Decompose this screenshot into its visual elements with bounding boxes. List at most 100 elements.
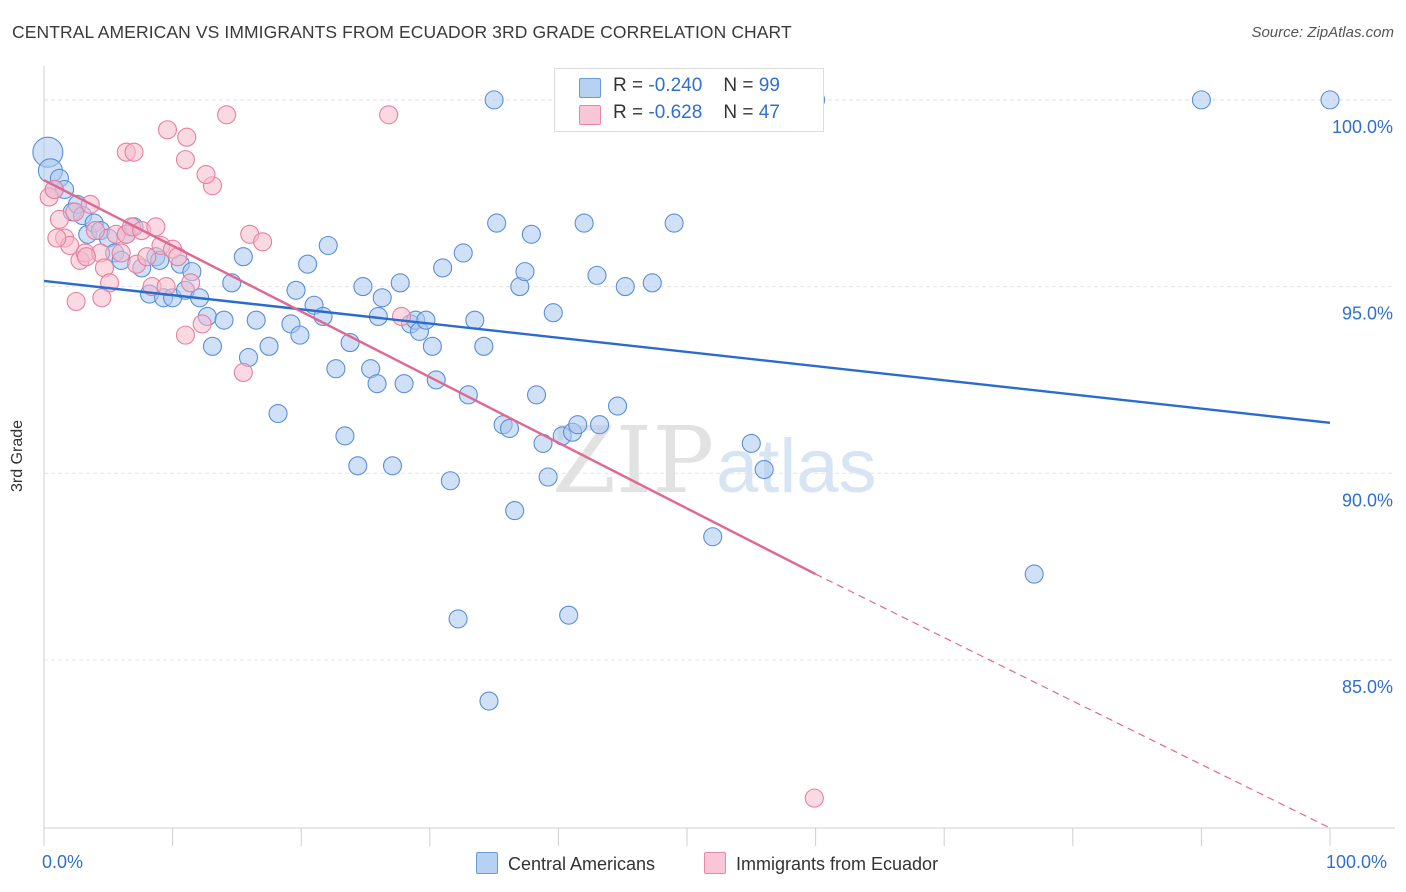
- data-point: [453, 243, 473, 263]
- y-tick-label: 95.0%: [1342, 304, 1393, 324]
- y-tick-label: 85.0%: [1342, 677, 1393, 697]
- data-point: [440, 471, 460, 491]
- data-point: [318, 235, 338, 256]
- data-point: [47, 228, 67, 248]
- data-point: [521, 224, 541, 244]
- data-point: [253, 232, 273, 252]
- data-point: [137, 247, 157, 267]
- data-point: [390, 273, 410, 293]
- data-point: [268, 403, 288, 424]
- y-tick-label: 90.0%: [1342, 490, 1393, 510]
- data-point: [214, 310, 234, 330]
- trend-line-immigrants-ecuador: [43, 179, 817, 576]
- data-point: [1320, 90, 1340, 110]
- legend-r-label: R =: [613, 75, 644, 96]
- data-point: [448, 609, 468, 629]
- data-point: [741, 433, 761, 453]
- data-point: [286, 280, 306, 300]
- data-point: [703, 527, 723, 547]
- legend-r-value: -0.240: [648, 75, 703, 96]
- x-tick-label-max: 100.0%: [1326, 852, 1388, 872]
- data-point: [526, 385, 547, 405]
- data-point: [804, 788, 824, 808]
- data-point: [146, 217, 166, 237]
- legend-n-value: 47: [758, 102, 780, 123]
- data-point: [1024, 564, 1044, 584]
- data-point: [499, 418, 520, 439]
- chart-title: CENTRAL AMERICAN VS IMMIGRANTS FROM ECUA…: [12, 22, 792, 42]
- legend-r-value: -0.628: [648, 102, 703, 123]
- data-point: [568, 415, 588, 435]
- data-point: [65, 202, 85, 222]
- data-point: [587, 265, 607, 285]
- bottom-legend-label: Immigrants from Ecuador: [736, 854, 939, 874]
- bottom-legend-label: Central Americans: [508, 854, 656, 874]
- data-point: [590, 415, 610, 435]
- data-point: [372, 288, 392, 308]
- data-point: [433, 258, 453, 278]
- legend-r-label: R =: [613, 102, 644, 123]
- data-point: [505, 501, 525, 521]
- data-point: [326, 359, 346, 379]
- data-point: [484, 90, 504, 110]
- data-point: [391, 306, 412, 326]
- data-point: [348, 456, 368, 476]
- data-point: [642, 273, 662, 293]
- data-point: [192, 314, 212, 334]
- data-point: [217, 105, 237, 125]
- data-point: [559, 605, 579, 625]
- watermark: ZIP atlas: [552, 407, 877, 514]
- trend-line-immigrants-ecuador-extension: [815, 573, 1331, 829]
- legend-n-label: N =: [723, 102, 754, 123]
- data-point: [196, 165, 216, 185]
- data-point: [515, 262, 535, 282]
- legend-swatch-pink: [579, 105, 601, 125]
- source-label: Source: ZipAtlas.com: [1251, 24, 1394, 41]
- trend-lines: [43, 179, 1331, 829]
- data-point: [487, 213, 507, 233]
- trend-line-central-americans: [43, 279, 1331, 425]
- data-point: [1191, 90, 1211, 110]
- data-point: [543, 303, 563, 323]
- data-point: [92, 288, 112, 308]
- data-point: [49, 209, 69, 229]
- data-point: [175, 150, 196, 170]
- series-immigrants-from-ecuador: [39, 105, 824, 808]
- data-point: [574, 213, 594, 233]
- data-point: [233, 362, 253, 383]
- data-point: [353, 277, 373, 297]
- data-point: [664, 213, 684, 233]
- data-point: [379, 105, 399, 125]
- data-point: [335, 426, 355, 446]
- data-point: [157, 120, 178, 140]
- y-tick-label: 100.0%: [1332, 117, 1393, 137]
- data-point: [538, 467, 558, 487]
- data-point: [474, 336, 494, 356]
- bottom-legend-swatch-blue: [476, 852, 498, 874]
- x-tick-label-min: 0.0%: [42, 852, 84, 872]
- legend-n-label: N =: [723, 75, 754, 96]
- data-point: [177, 127, 197, 147]
- series-central-americans: [32, 90, 1340, 711]
- data-point: [85, 221, 105, 241]
- data-point: [202, 336, 223, 356]
- data-point: [608, 396, 628, 416]
- data-point: [66, 291, 86, 312]
- data-point: [416, 310, 436, 330]
- data-point: [422, 336, 442, 356]
- data-point: [754, 459, 774, 480]
- data-point: [394, 374, 414, 394]
- data-point: [233, 247, 253, 267]
- data-point: [290, 325, 310, 345]
- data-point: [382, 456, 403, 476]
- bottom-legend-immigrants-ecuador: Immigrants from Ecuador: [704, 852, 938, 875]
- data-point: [246, 310, 266, 330]
- data-point: [615, 277, 635, 297]
- data-point: [111, 243, 131, 263]
- legend-swatch-blue: [579, 78, 601, 98]
- data-point: [124, 142, 144, 162]
- data-point: [175, 325, 196, 345]
- bottom-legend-central-americans: Central Americans: [476, 852, 655, 875]
- data-point: [181, 273, 201, 293]
